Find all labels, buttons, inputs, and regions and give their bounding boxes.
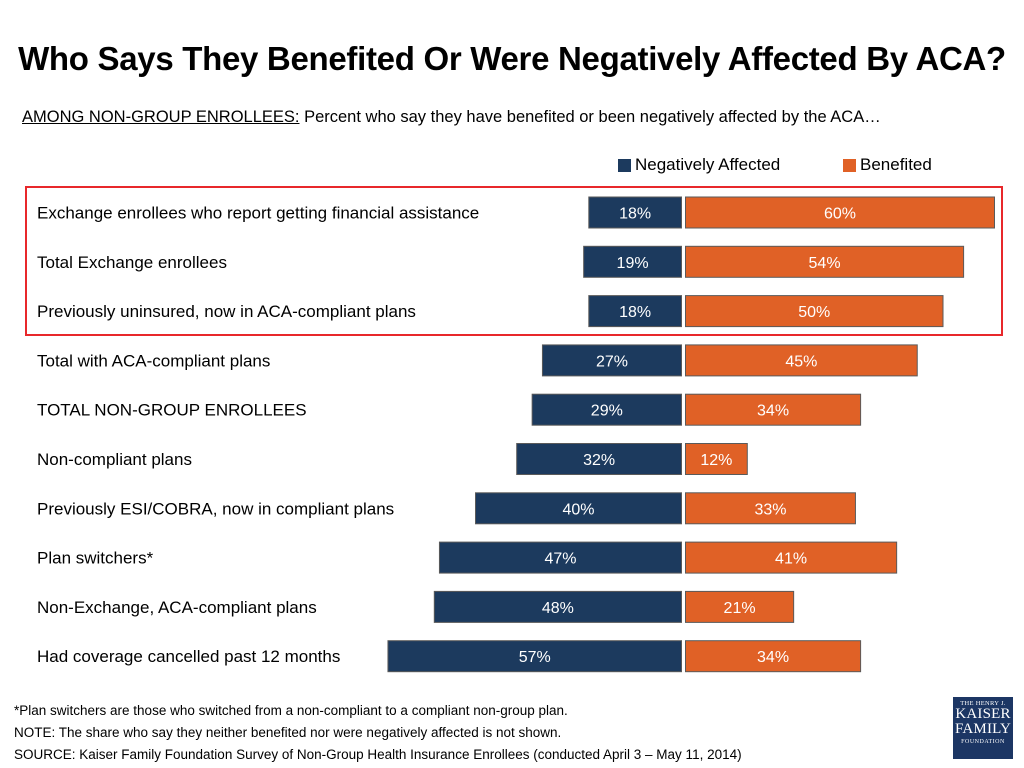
logo-line-2: KAISER <box>955 706 1011 722</box>
legend-swatch-benefited <box>843 158 856 172</box>
category-label-previously-esi-cobra-now-in-compliant-plans: Previously ESI/COBRA, now in compliant p… <box>37 499 394 518</box>
bar-benefited-had-coverage-cancelled-past-12-months <box>685 640 862 673</box>
bar-benefited-total-exchange-enrollees <box>685 245 965 278</box>
category-label-total-with-aca-compliant-plans: Total with ACA-compliant plans <box>37 351 270 370</box>
bar-benefited-total-with-aca-compliant-plans <box>685 344 918 377</box>
logo-line-4: FOUNDATION <box>961 739 1005 745</box>
category-label-had-coverage-cancelled-past-12-months: Had coverage cancelled past 12 months <box>37 647 340 666</box>
footnote-plan-switchers: *Plan switchers are those who switched f… <box>14 703 568 718</box>
category-label-previously-uninsured-now-in-aca-compliant-plans: Previously uninsured, now in ACA-complia… <box>37 302 416 321</box>
bar-negatively-affected-plan-switchers <box>438 541 683 574</box>
highlight-box <box>25 186 1003 336</box>
value-label-negatively-affected-total-non-group-enrollees: 29% <box>591 403 623 420</box>
category-label-plan-switchers: Plan switchers* <box>37 549 154 568</box>
bar-benefited-non-exchange-aca-compliant-plans <box>685 590 795 623</box>
legend-label-negatively-affected: Negatively Affected <box>635 155 781 174</box>
value-label-negatively-affected-previously-esi-cobra-now-in-compliant-plans: 40% <box>562 501 594 518</box>
value-label-negatively-affected-previously-uninsured-now-in-aca-compliant-plans: 18% <box>619 304 651 321</box>
bar-benefited-exchange-enrollees-who-report-getting-financial-assistance <box>685 196 995 229</box>
chart-area: Exchange enrollees who report getting fi… <box>37 196 995 673</box>
bar-benefited-previously-uninsured-now-in-aca-compliant-plans <box>685 295 944 328</box>
bar-benefited-plan-switchers <box>685 541 898 574</box>
value-label-benefited-total-exchange-enrollees: 54% <box>809 255 841 272</box>
value-label-negatively-affected-plan-switchers: 47% <box>544 551 576 568</box>
value-label-benefited-plan-switchers: 41% <box>775 551 807 568</box>
value-label-benefited-non-exchange-aca-compliant-plans: 21% <box>724 600 756 617</box>
subtitle-rest: Percent who say they have benefited or b… <box>299 108 881 126</box>
value-label-benefited-previously-esi-cobra-now-in-compliant-plans: 33% <box>754 501 786 518</box>
category-label-total-exchange-enrollees: Total Exchange enrollees <box>37 253 227 272</box>
footnote-source: SOURCE: Kaiser Family Foundation Survey … <box>14 747 742 762</box>
bar-negatively-affected-exchange-enrollees-who-report-getting-financial-assistance <box>588 196 682 229</box>
category-label-non-compliant-plans: Non-compliant plans <box>37 450 192 469</box>
logo-line-3: FAMILY <box>954 721 1012 737</box>
bar-benefited-total-non-group-enrollees <box>685 393 862 426</box>
value-label-benefited-previously-uninsured-now-in-aca-compliant-plans: 50% <box>798 304 830 321</box>
legend-swatch-negatively-affected <box>618 158 631 172</box>
kff-logo: THE HENRY J. KAISER FAMILY FOUNDATION <box>953 697 1013 759</box>
category-label-total-non-group-enrollees: TOTAL NON-GROUP ENROLLEES <box>37 401 307 420</box>
bar-negatively-affected-total-with-aca-compliant-plans <box>541 344 683 377</box>
legend-label-benefited: Benefited <box>860 155 932 174</box>
bar-negatively-affected-had-coverage-cancelled-past-12-months <box>387 640 682 673</box>
footnotes: *Plan switchers are those who switched f… <box>14 700 742 766</box>
bar-negatively-affected-total-exchange-enrollees <box>583 245 683 278</box>
legend-item-negatively-affected: Negatively Affected <box>618 155 780 175</box>
value-label-negatively-affected-total-with-aca-compliant-plans: 27% <box>596 353 628 370</box>
subtitle-lead: AMONG NON-GROUP ENROLLEES: <box>22 108 300 126</box>
chart-subtitle: AMONG NON-GROUP ENROLLEES: Percent who s… <box>22 108 881 127</box>
chart-title: Who Says They Benefited Or Were Negative… <box>18 40 1006 77</box>
category-label-non-exchange-aca-compliant-plans: Non-Exchange, ACA-compliant plans <box>37 598 317 617</box>
bar-negatively-affected-previously-esi-cobra-now-in-compliant-plans <box>475 492 682 525</box>
bar-benefited-non-compliant-plans <box>685 443 748 475</box>
bar-negatively-affected-non-exchange-aca-compliant-plans <box>433 590 682 623</box>
value-label-benefited-total-with-aca-compliant-plans: 45% <box>785 353 817 370</box>
bar-negatively-affected-non-compliant-plans <box>516 443 683 475</box>
value-label-negatively-affected-total-exchange-enrollees: 19% <box>617 255 649 272</box>
legend-item-benefited: Benefited <box>843 155 932 175</box>
value-label-benefited-non-compliant-plans: 12% <box>700 452 732 469</box>
bar-negatively-affected-total-non-group-enrollees <box>531 393 683 426</box>
bar-negatively-affected-previously-uninsured-now-in-aca-compliant-plans <box>588 295 682 328</box>
logo-line-1: THE HENRY J. <box>960 700 1006 707</box>
bar-benefited-previously-esi-cobra-now-in-compliant-plans <box>685 492 856 525</box>
value-label-benefited-exchange-enrollees-who-report-getting-financial-assistance: 60% <box>824 206 856 223</box>
value-label-negatively-affected-non-compliant-plans: 32% <box>583 452 615 469</box>
value-label-negatively-affected-had-coverage-cancelled-past-12-months: 57% <box>519 649 551 666</box>
value-label-benefited-had-coverage-cancelled-past-12-months: 34% <box>757 649 789 666</box>
value-label-negatively-affected-non-exchange-aca-compliant-plans: 48% <box>542 600 574 617</box>
category-label-exchange-enrollees-who-report-getting-financial-assistance: Exchange enrollees who report getting fi… <box>37 204 479 223</box>
value-label-benefited-total-non-group-enrollees: 34% <box>757 403 789 420</box>
footnote-note: NOTE: The share who say they neither ben… <box>14 725 562 740</box>
value-label-negatively-affected-exchange-enrollees-who-report-getting-financial-assistance: 18% <box>619 206 651 223</box>
